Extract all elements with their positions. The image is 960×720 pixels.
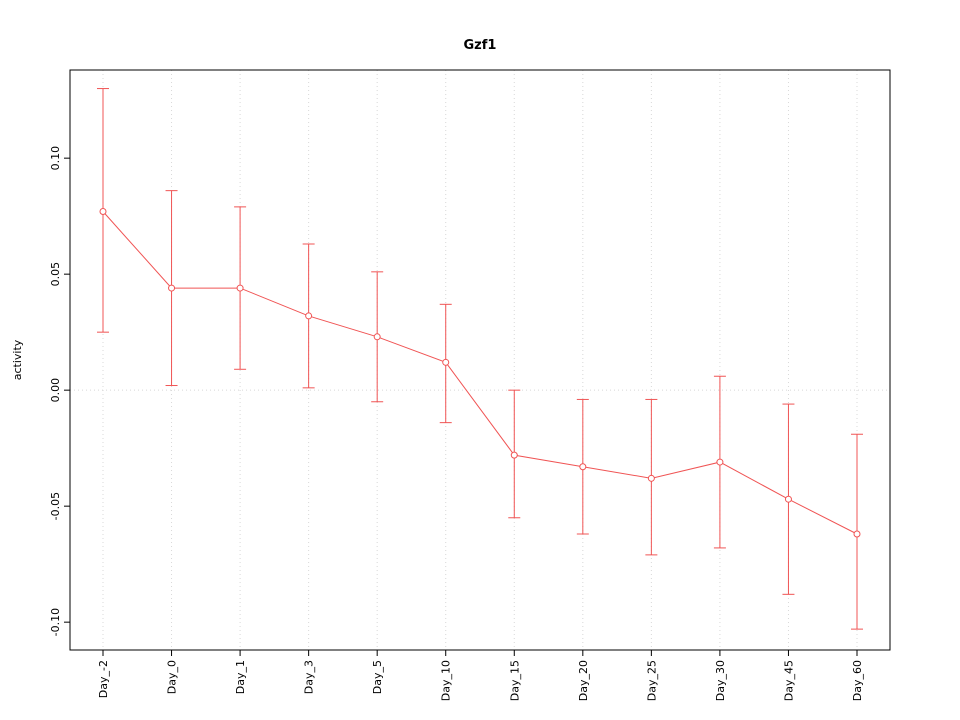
x-tick-label: Day_1: [234, 660, 247, 694]
data-point: [442, 358, 450, 366]
y-tick-label: -0.10: [49, 608, 62, 636]
x-tick-label: Day_0: [166, 660, 179, 694]
x-tick-label: Day_10: [440, 660, 453, 701]
y-tick-label: -0.05: [49, 492, 62, 520]
x-tick-label: Day_3: [303, 660, 316, 694]
data-point: [647, 474, 655, 482]
x-tick-label: Day_60: [851, 660, 864, 701]
data-point: [305, 312, 313, 320]
y-tick-label: 0.00: [49, 378, 62, 403]
data-point: [853, 530, 861, 538]
y-tick-label: 0.10: [49, 146, 62, 171]
data-point: [784, 495, 792, 503]
data-point: [168, 284, 176, 292]
plot-border: [69, 69, 891, 651]
data-point: [579, 463, 587, 471]
series-line: [102, 211, 858, 535]
chart-title: Gzf1: [463, 38, 497, 53]
data-point: [373, 333, 381, 341]
x-tick-label: Day_20: [577, 660, 590, 701]
x-tick-label: Day_-2: [97, 660, 110, 698]
data-point: [99, 208, 107, 216]
data-point: [716, 458, 724, 466]
data-point: [236, 284, 244, 292]
x-tick-label: Day_5: [371, 660, 384, 694]
x-tick-label: Day_30: [714, 660, 727, 701]
data-point: [510, 451, 518, 459]
x-tick-label: Day_15: [508, 660, 521, 701]
x-tick-label: Day_25: [645, 660, 658, 701]
x-tick-label: Day_45: [782, 660, 795, 701]
y-tick-label: 0.05: [49, 262, 62, 287]
y-axis-label: activity: [11, 339, 24, 381]
